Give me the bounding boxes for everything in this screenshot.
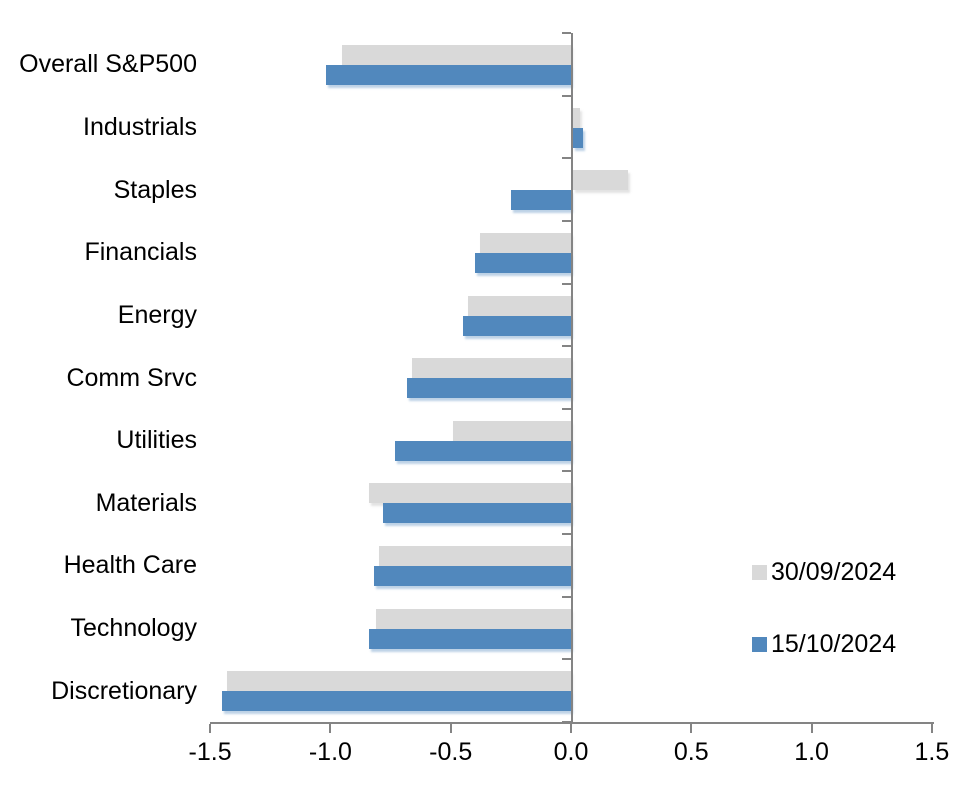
y-axis-tick [562,94,571,97]
legend-label: 30/09/2024 [771,558,897,586]
y-axis-tick [562,533,571,536]
x-axis-line [210,722,934,724]
x-axis-tick [570,724,572,733]
x-tick-label: 0.5 [673,738,709,766]
bar-curr [573,127,583,148]
y-axis-tick [562,282,571,285]
y-axis-tick [562,219,571,222]
x-tick-label: 0.0 [553,738,589,766]
y-axis-tick [562,345,571,348]
bar-prev [467,295,571,316]
bar-prev [342,45,571,65]
y-axis-tick [562,32,571,34]
bar-curr [407,378,571,399]
legend-swatch-gray [752,565,767,580]
bar-curr [222,691,571,712]
x-axis-tick [449,724,452,733]
category-label: Financials [84,238,197,267]
bar-curr [510,190,571,211]
bar-prev [573,170,629,191]
x-axis-tick [930,724,933,733]
legend-item-curr: 15/10/2024 [752,630,896,659]
y-axis-tick [562,470,571,473]
x-axis-tick [209,724,212,733]
x-tick-label: -1.0 [308,738,352,766]
bar-prev [378,546,571,567]
bar-prev [479,232,571,253]
y-axis-tick [562,157,571,160]
category-label: Energy [117,300,197,329]
legend-label: 15/10/2024 [771,630,897,658]
category-label: Comm Srvc [66,363,197,392]
bar-prev [412,358,571,379]
legend-item-prev: 30/09/2024 [752,558,896,587]
bar-curr [462,315,571,336]
x-axis-tick [690,724,693,733]
bar-curr [383,503,571,524]
bar-curr [373,566,571,587]
category-label: Health Care [63,551,197,580]
x-tick-label: -1.5 [188,738,232,766]
category-label: Technology [70,614,197,643]
category-label: Industrials [83,112,197,141]
category-label: Staples [113,175,197,204]
y-axis-tick [562,658,571,661]
category-label: Discretionary [51,676,197,705]
legend-swatch-blue [752,637,767,652]
x-tick-label: 1.0 [794,738,829,766]
bar-curr [474,252,571,273]
bar-prev [368,483,571,504]
category-label: Utilities [116,426,197,455]
x-tick-label: 1.5 [914,738,950,766]
x-axis-tick [329,724,332,733]
category-label: Materials [95,488,197,517]
bar-curr [325,65,571,85]
bar-prev [376,608,571,629]
bar-prev [453,420,571,441]
bar-curr [368,628,571,649]
y-axis-line [571,33,573,722]
y-axis-tick [562,595,571,598]
x-tick-label: -0.5 [429,738,473,766]
x-axis-tick [810,724,813,733]
bar-curr [395,440,571,461]
category-label: Overall S&P500 [19,50,197,79]
y-axis-tick [562,407,571,410]
bar-prev [226,671,571,692]
bar-prev [573,107,581,128]
